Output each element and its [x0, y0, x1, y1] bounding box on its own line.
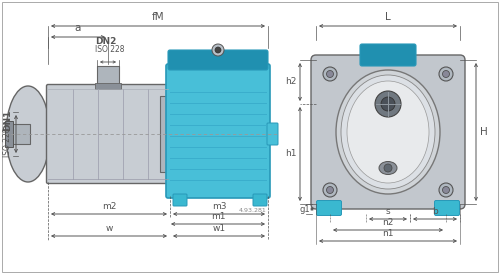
- Bar: [95, 83, 121, 89]
- Text: ISO 228: ISO 228: [3, 127, 12, 157]
- FancyBboxPatch shape: [173, 194, 187, 206]
- Ellipse shape: [347, 81, 429, 183]
- Text: h1: h1: [286, 150, 297, 158]
- Text: s: s: [386, 207, 390, 216]
- Text: 4.93.281: 4.93.281: [238, 208, 266, 213]
- Text: m2: m2: [102, 202, 116, 211]
- Circle shape: [442, 187, 450, 193]
- Text: DN2: DN2: [95, 37, 116, 46]
- Text: n1: n1: [382, 229, 394, 238]
- Text: w: w: [106, 224, 112, 233]
- Circle shape: [212, 44, 224, 56]
- Text: g1: g1: [300, 204, 310, 213]
- Text: DN1: DN1: [3, 109, 12, 131]
- Circle shape: [215, 47, 221, 53]
- Text: fM: fM: [152, 12, 164, 22]
- FancyBboxPatch shape: [316, 201, 342, 215]
- Ellipse shape: [341, 75, 435, 189]
- FancyBboxPatch shape: [168, 50, 268, 70]
- Circle shape: [375, 91, 401, 117]
- Bar: [5, 124, 30, 144]
- Bar: [5, 121, 13, 147]
- FancyBboxPatch shape: [253, 194, 267, 206]
- Text: m1: m1: [211, 212, 225, 221]
- FancyBboxPatch shape: [311, 55, 465, 209]
- FancyBboxPatch shape: [267, 123, 278, 145]
- FancyBboxPatch shape: [434, 201, 460, 215]
- Circle shape: [439, 67, 453, 81]
- Text: H: H: [480, 127, 488, 137]
- Ellipse shape: [6, 86, 50, 182]
- FancyBboxPatch shape: [166, 64, 270, 198]
- Circle shape: [326, 187, 334, 193]
- Circle shape: [439, 183, 453, 197]
- Circle shape: [326, 70, 334, 78]
- Circle shape: [323, 183, 337, 197]
- Circle shape: [381, 97, 395, 111]
- Circle shape: [323, 67, 337, 81]
- Text: L: L: [385, 12, 391, 22]
- Bar: [160, 96, 172, 172]
- Text: ISO 228: ISO 228: [95, 45, 124, 54]
- FancyBboxPatch shape: [360, 44, 416, 66]
- Circle shape: [384, 164, 392, 172]
- Text: m3: m3: [212, 202, 226, 211]
- Text: a: a: [75, 23, 81, 33]
- Text: h2: h2: [286, 78, 297, 87]
- FancyBboxPatch shape: [46, 84, 170, 184]
- Circle shape: [442, 70, 450, 78]
- Bar: [97, 66, 119, 86]
- Text: w1: w1: [212, 224, 226, 233]
- Ellipse shape: [379, 161, 397, 175]
- Text: b: b: [432, 207, 438, 216]
- Ellipse shape: [336, 70, 440, 194]
- Text: n2: n2: [382, 218, 394, 227]
